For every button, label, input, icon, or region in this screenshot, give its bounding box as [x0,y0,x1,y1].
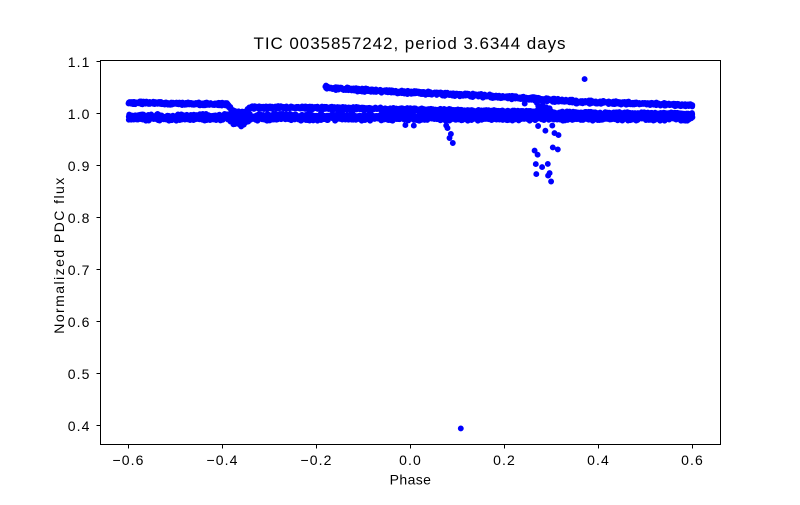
svg-text:0.2: 0.2 [493,452,516,468]
svg-text:0.5: 0.5 [68,366,91,382]
svg-text:−0.6: −0.6 [112,452,144,468]
svg-text:Phase: Phase [390,472,432,488]
svg-text:1.1: 1.1 [68,54,91,70]
svg-text:1.0: 1.0 [68,106,91,122]
svg-text:0.0: 0.0 [399,452,422,468]
svg-text:−0.2: −0.2 [300,452,332,468]
svg-text:0.9: 0.9 [68,158,91,174]
svg-text:0.6: 0.6 [681,452,704,468]
svg-text:Normalized PDC flux: Normalized PDC flux [51,176,67,333]
svg-text:TIC 0035857242, period 3.6344: TIC 0035857242, period 3.6344 days [253,34,566,53]
svg-text:0.4: 0.4 [587,452,610,468]
svg-text:0.4: 0.4 [68,418,91,434]
svg-text:0.8: 0.8 [68,210,91,226]
svg-text:0.6: 0.6 [68,314,91,330]
svg-text:0.7: 0.7 [68,262,91,278]
svg-text:−0.4: −0.4 [206,452,238,468]
